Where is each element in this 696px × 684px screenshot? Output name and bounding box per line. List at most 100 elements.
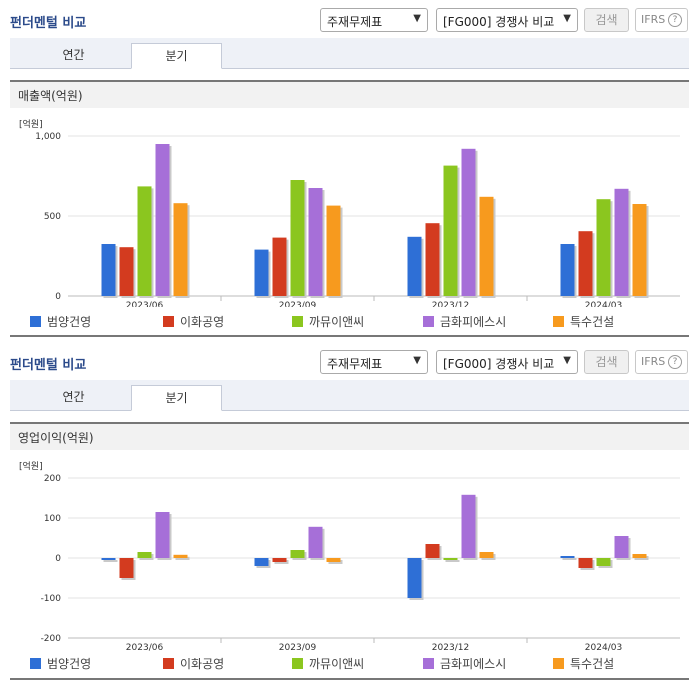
legend-item[interactable]: 특수건설 [553, 313, 614, 330]
legend-swatch [292, 658, 303, 669]
tab-annual[interactable]: 연간 [62, 390, 85, 404]
legend-item[interactable]: 범양건영 [30, 655, 91, 672]
y-tick-label: 100 [44, 514, 61, 524]
bar-범양건영-2023/06 [101, 558, 116, 560]
chevron-down-icon: ▼ [413, 355, 421, 366]
bar-특수건설-2023/12 [479, 196, 494, 296]
legend-label: 이화공영 [180, 657, 225, 671]
bar-까뮤이앤씨-2023/12 [443, 165, 458, 296]
y-tick-label: 200 [44, 474, 61, 484]
search-button[interactable]: 검색 [584, 8, 629, 32]
legend-label: 범양건영 [47, 315, 92, 329]
bar-특수건설-2024/03 [632, 204, 647, 296]
chart-legend: 범양건영 이화공영 까뮤이앤씨 금화피에스시 특수건설 [30, 313, 690, 329]
bar-금화피에스시-2023/06 [155, 512, 170, 558]
revenue-chart: [억원] 0 500 1,000 2023/06 2023/09 2023/12 2024/0… [19, 118, 680, 307]
bar-이화공영-2024/03 [578, 558, 593, 568]
bar-범양건영-2023/09 [254, 558, 269, 566]
bar-shadow [175, 556, 190, 560]
bar-까뮤이앤씨-2024/03 [596, 199, 611, 296]
ifrs-help-button[interactable]: IFRS ? [635, 8, 688, 32]
bar-shadow [445, 560, 460, 562]
legend-swatch [553, 658, 564, 669]
tab-quarter[interactable]: 분기 [131, 43, 222, 69]
bar-금화피에스시-2023/09 [308, 526, 323, 558]
legend-label: 특수건설 [570, 315, 615, 329]
bar-범양건영-2023/06 [101, 244, 116, 296]
compare-group-select[interactable]: [FG000] 경쟁사 비교 ▼ [436, 350, 578, 374]
bar-범양건영-2023/09 [254, 249, 269, 296]
x-tick-label: 2023/12 [432, 643, 469, 653]
period-tabs: 연간 분기 [10, 380, 689, 411]
legend-item[interactable]: 이화공영 [163, 313, 224, 330]
tab-quarter[interactable]: 분기 [131, 385, 222, 411]
bar-까뮤이앤씨-2023/06 [137, 552, 152, 558]
statement-type-value: 주재무제표 [327, 15, 383, 29]
ifrs-label: IFRS [641, 13, 666, 26]
period-tabs: 연간 분기 [10, 38, 689, 69]
fundamental-panel-1: 펀더멘털 비교 주재무제표 ▼ [FG000] 경쟁사 비교 ▼ 검색 IFRS… [0, 0, 696, 340]
legend-swatch [292, 316, 303, 327]
x-tick-label: 2023/09 [279, 643, 317, 653]
tab-annual[interactable]: 연간 [62, 48, 85, 62]
bar-까뮤이앤씨-2023/09 [290, 550, 305, 558]
legend-item[interactable]: 까뮤이앤씨 [292, 313, 364, 330]
x-tick-label: 2023/06 [126, 301, 164, 307]
y-tick-label: -200 [41, 634, 62, 644]
search-button[interactable]: 검색 [584, 350, 629, 374]
unit-label: [억원] [19, 118, 43, 130]
help-icon: ? [668, 355, 682, 369]
legend-item[interactable]: 이화공영 [163, 655, 224, 672]
panel-title: 펀더멘털 비교 [10, 16, 87, 31]
unit-label: [억원] [19, 460, 43, 472]
y-tick-label: 1,000 [35, 132, 61, 142]
legend-item[interactable]: 까뮤이앤씨 [292, 655, 364, 672]
statement-type-select[interactable]: 주재무제표 ▼ [320, 350, 428, 374]
help-icon: ? [668, 13, 682, 27]
statement-type-select[interactable]: 주재무제표 ▼ [320, 8, 428, 32]
y-tick-label: -100 [41, 594, 62, 604]
legend-label: 범양건영 [47, 657, 92, 671]
legend-swatch [30, 316, 41, 327]
ifrs-label: IFRS [641, 355, 666, 368]
compare-group-select[interactable]: [FG000] 경쟁사 비교 ▼ [436, 8, 578, 32]
bar-금화피에스시-2023/12 [461, 494, 476, 558]
bar-이화공영-2023/09 [272, 558, 287, 562]
bar-이화공영-2024/03 [578, 231, 593, 296]
legend-label: 까뮤이앤씨 [309, 315, 365, 329]
legend-swatch [163, 316, 174, 327]
compare-group-value: [FG000] 경쟁사 비교 [443, 357, 555, 371]
bar-이화공영-2023/12 [425, 223, 440, 296]
legend-label: 금화피에스시 [440, 315, 507, 329]
bar-shadow [103, 560, 118, 562]
legend-swatch [163, 658, 174, 669]
legend-item[interactable]: 특수건설 [553, 655, 614, 672]
chart-heading: 영업이익(억원) [10, 422, 689, 450]
bar-shadow [562, 558, 577, 560]
legend-item[interactable]: 범양건영 [30, 313, 91, 330]
legend-swatch [30, 658, 41, 669]
bar-까뮤이앤씨-2023/12 [443, 558, 458, 560]
operating-profit-chart: [억원] -200 -100 0 100 200 2023/06 2023/09 2023/12… [19, 460, 680, 653]
bar-특수건설-2023/06 [173, 554, 188, 558]
legend-label: 특수건설 [570, 657, 615, 671]
bar-특수건설-2023/06 [173, 203, 188, 296]
bar-범양건영-2023/12 [407, 558, 422, 598]
fundamental-panel-2: 펀더멘털 비교 주재무제표 ▼ [FG000] 경쟁사 비교 ▼ 검색 IFRS… [0, 342, 696, 684]
legend-item[interactable]: 금화피에스시 [423, 313, 506, 330]
bar-금화피에스시-2024/03 [614, 188, 629, 296]
legend-item[interactable]: 금화피에스시 [423, 655, 506, 672]
legend-swatch [423, 316, 434, 327]
legend-label: 이화공영 [180, 315, 225, 329]
legend-label: 까뮤이앤씨 [309, 657, 365, 671]
bar-금화피에스시-2023/09 [308, 188, 323, 296]
ifrs-help-button[interactable]: IFRS ? [635, 350, 688, 374]
x-tick-label: 2023/06 [126, 643, 164, 653]
x-tick-label: 2024/03 [585, 301, 622, 307]
divider [10, 335, 689, 337]
bar-까뮤이앤씨-2023/09 [290, 180, 305, 296]
bar-금화피에스시-2023/12 [461, 148, 476, 296]
chevron-down-icon: ▼ [563, 355, 571, 366]
bar-금화피에스시-2024/03 [614, 536, 629, 558]
y-tick-label: 0 [55, 292, 61, 302]
